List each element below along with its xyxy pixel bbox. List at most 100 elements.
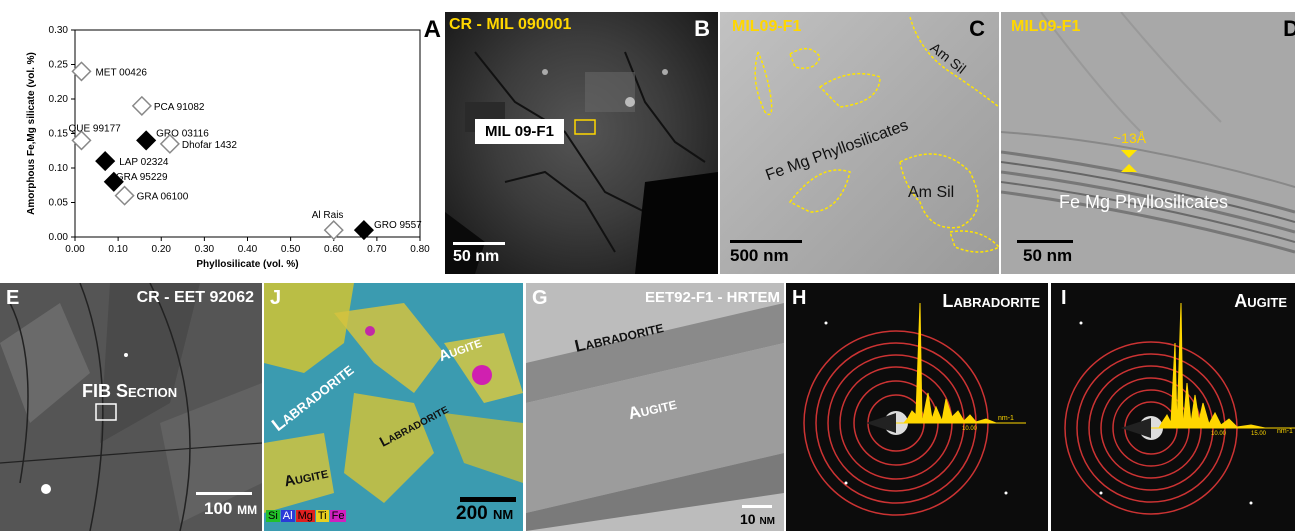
- panel-a-chart: 0.00 0.05 0.10 0.15 0.20 0.25 0.30 0.00 0.10 0.20…: [0, 0, 445, 278]
- eet-texture: [0, 283, 262, 531]
- h-axis-unit: nm-1: [998, 415, 1014, 422]
- y-tick-label: 0.05: [49, 198, 69, 209]
- lattice-spacing-label: ~13Å: [1113, 130, 1147, 146]
- data-point-label: QUE 99177: [68, 123, 121, 134]
- legend-fe: Fe: [329, 510, 347, 522]
- data-point-label: Dhofar 1432: [182, 140, 237, 151]
- phyllosilicate-outlines: [754, 16, 999, 253]
- x-tick-label: 0.40: [238, 244, 258, 255]
- panel-g-scale-label: 10 nm: [740, 511, 776, 527]
- panel-c-title: MIL09-F1: [732, 18, 802, 35]
- panel-letter-j: J: [270, 287, 282, 309]
- data-point-label: MET 00426: [95, 67, 147, 78]
- element-map: [264, 283, 523, 531]
- panel-letter-g: G: [532, 287, 548, 309]
- hrtem-bands: [526, 283, 784, 531]
- data-point: [71, 130, 92, 151]
- panel-letter-b: B: [694, 16, 710, 41]
- y-tick-label: 0.20: [49, 94, 69, 105]
- x-tick-label: 0.70: [367, 244, 387, 255]
- y-tick-label: 0.15: [49, 129, 69, 140]
- panel-i-diffraction: 10.00 15.00 nm-1 I Augite: [1051, 283, 1295, 531]
- panel-h-title: Labradorite: [942, 291, 1040, 311]
- panel-c-scale-bar: [730, 240, 802, 243]
- i-axis-tick-1: 10.00: [1211, 431, 1227, 437]
- data-point: [95, 151, 116, 172]
- panel-letter-e: E: [6, 287, 20, 309]
- x-tick-label: 0.60: [324, 244, 344, 255]
- data-point-label: Al Rais: [312, 210, 344, 221]
- data-point-label: LAP 02324: [119, 157, 169, 168]
- panel-j-scale-bar: [460, 497, 516, 502]
- y-tick-label: 0.30: [49, 25, 69, 36]
- i-axis-unit: nm-1: [1277, 428, 1293, 435]
- panel-d-hrtem-image: MIL09-F1 D ~13Å Fe Mg Phyllosilicates 50…: [1001, 12, 1295, 274]
- x-tick-label: 0.30: [195, 244, 215, 255]
- panel-j-eds-map: J Labradorite Augite Labradorite Augite …: [264, 283, 523, 531]
- y-tick-label: 0.10: [49, 163, 69, 174]
- legend-si: Si: [266, 510, 280, 522]
- panel-d-title: MIL09-F1: [1011, 18, 1081, 35]
- panel-b-title: CR - MIL 090001: [449, 16, 572, 33]
- x-tick-label: 0.00: [65, 244, 85, 255]
- data-point-label: GRA 95229: [116, 172, 168, 183]
- x-tick-label: 0.50: [281, 244, 301, 255]
- panel-c-scale-label: 500 nm: [730, 246, 789, 265]
- panel-h-diffraction: nm-1 10.00 H Labradorite: [786, 283, 1048, 531]
- y-axis-label: Amorphous Fe,Mg silicate (vol. %): [26, 52, 37, 215]
- panel-i-title: Augite: [1234, 291, 1287, 311]
- legend-mg: Mg: [295, 510, 315, 522]
- panel-e-bse-image: E CR - EET 92062 FIB Section 100 µm: [0, 283, 262, 531]
- data-point: [136, 130, 157, 151]
- x-tick-label: 0.20: [152, 244, 172, 255]
- i-axis-tick-2: 15.00: [1251, 431, 1267, 437]
- plot-frame: [74, 29, 421, 238]
- panel-letter-a: A: [423, 16, 441, 43]
- data-point: [131, 95, 152, 116]
- phyllosilicate-d-label: Fe Mg Phyllosilicates: [1059, 192, 1229, 212]
- lattice-fringes: [1001, 12, 1295, 274]
- data-point: [323, 220, 344, 241]
- fib-section-label: FIB Section: [82, 381, 178, 401]
- data-point-label: PCA 91082: [154, 102, 205, 113]
- panel-letter-h: H: [792, 287, 807, 309]
- panel-g-title: EET92-F1 - HRTEM: [644, 289, 780, 306]
- legend-al: Al: [280, 510, 295, 522]
- panel-c-tem-image: MIL09-F1 C Am Sil Fe Mg Phyllosilicates …: [720, 12, 999, 274]
- scatter-chart: 0.00 0.05 0.10 0.15 0.20 0.25 0.30 0.00 0.10 0.20…: [26, 25, 430, 270]
- data-point: [71, 61, 92, 82]
- meteorite-texture: [445, 51, 718, 274]
- panel-b-scale-label: 50 nm: [453, 248, 500, 265]
- y-tick-label: 0.25: [49, 60, 69, 71]
- panel-b-scale-bar: [453, 242, 505, 245]
- x-tick-label: 0.80: [410, 244, 430, 255]
- h-axis-tick: 10.00: [962, 426, 978, 432]
- panel-d-scale-label: 50 nm: [1023, 246, 1073, 265]
- panel-g-scale-bar: [742, 505, 772, 508]
- diffraction-pattern-h: nm-1 10.00: [803, 302, 1026, 516]
- x-axis-label: Phyllosilicate (vol. %): [196, 259, 298, 270]
- data-point: [103, 171, 124, 192]
- data-point-label: GRO 03116: [156, 128, 209, 139]
- am-sil-label-bottom: Am Sil: [908, 184, 955, 201]
- panel-e-title: CR - EET 92062: [136, 289, 254, 306]
- panel-j-scale-label: 200 nm: [456, 503, 514, 524]
- panel-e-scale-label: 100 µm: [204, 499, 258, 518]
- data-point: [353, 220, 374, 241]
- element-legend: Si Al Mg Ti Fe: [266, 510, 347, 522]
- panel-b-sem-image: CR - MIL 090001 B MIL 09-F1 50 nm: [445, 12, 718, 274]
- x-tick-label: 0.10: [108, 244, 128, 255]
- panel-letter-c: C: [969, 16, 985, 41]
- y-tick-label: 0.00: [49, 232, 69, 243]
- data-point: [159, 133, 180, 154]
- legend-ti: Ti: [315, 510, 329, 522]
- diffraction-pattern-i: 10.00 15.00 nm-1: [1064, 302, 1295, 515]
- data-point-label: GRO 9557: [374, 220, 422, 231]
- panel-letter-d: D: [1283, 16, 1295, 41]
- data-point: [114, 185, 135, 206]
- panel-letter-i: I: [1061, 287, 1067, 309]
- panel-d-scale-bar: [1017, 240, 1073, 243]
- panel-e-scale-bar: [196, 492, 252, 495]
- panel-g-hrtem-image: G EET92-F1 - HRTEM Labradorite Augite 10…: [526, 283, 784, 531]
- mil-box-label: MIL 09-F1: [475, 119, 564, 144]
